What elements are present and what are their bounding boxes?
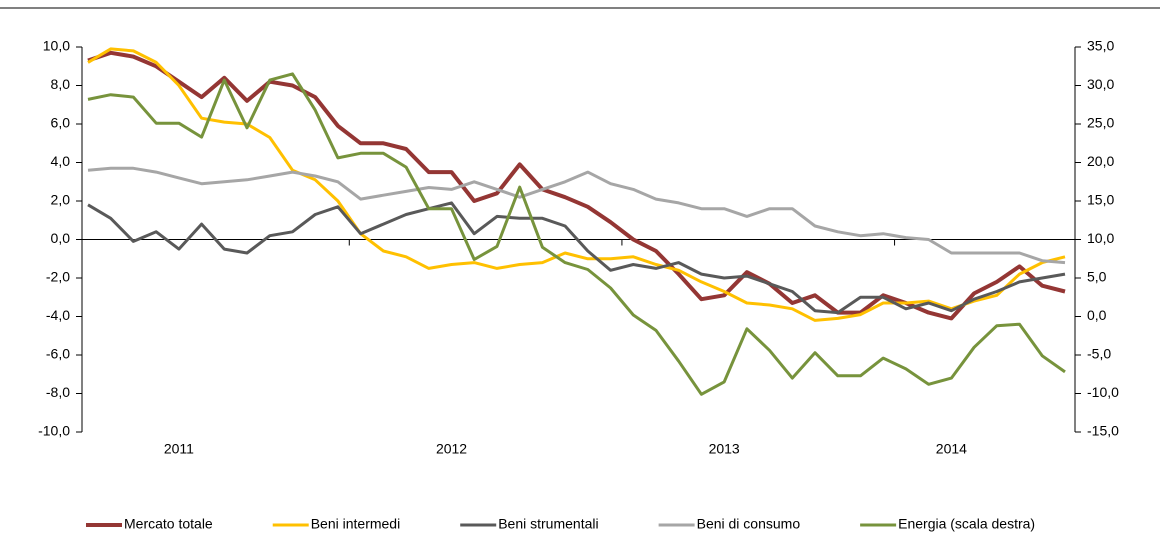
- x-tick-label: 2013: [709, 441, 740, 457]
- y-tick-label: 10,0: [43, 38, 70, 54]
- y2-tick-label: 15,0: [1087, 192, 1114, 208]
- y2-tick-label: -5,0: [1087, 346, 1111, 362]
- y2-tick-label: 35,0: [1087, 38, 1114, 54]
- legend-label: Energia (scala destra): [898, 516, 1035, 532]
- y2-tick-label: -10,0: [1087, 384, 1119, 400]
- series-line: [87, 166, 1066, 265]
- y2-tick-label: 30,0: [1087, 76, 1114, 92]
- x-tick-label: 2014: [936, 441, 967, 457]
- y-tick-label: 6,0: [51, 115, 71, 131]
- y2-tick-label: 20,0: [1087, 153, 1114, 169]
- legend-label: Beni intermedi: [311, 516, 401, 532]
- y-tick-label: -2,0: [46, 269, 70, 285]
- y2-tick-label: -15,0: [1087, 423, 1119, 439]
- legend-label: Beni strumentali: [498, 516, 598, 532]
- y-tick-label: -6,0: [46, 346, 70, 362]
- series-line: [87, 201, 1066, 315]
- series-line: [87, 72, 1066, 396]
- legend-label: Beni di consumo: [697, 516, 801, 532]
- y2-tick-label: 10,0: [1087, 230, 1114, 246]
- y-tick-label: 4,0: [51, 153, 71, 169]
- y2-tick-label: 0,0: [1087, 307, 1107, 323]
- series-line: [87, 50, 1066, 321]
- y-tick-label: -10,0: [38, 423, 70, 439]
- y-tick-label: 2,0: [51, 192, 71, 208]
- y2-tick-label: 5,0: [1087, 269, 1107, 285]
- y-tick-label: -8,0: [46, 384, 70, 400]
- y-tick-label: 8,0: [51, 76, 71, 92]
- x-tick-label: 2012: [436, 441, 467, 457]
- legend-label: Mercato totale: [124, 516, 213, 532]
- y-tick-label: -4,0: [46, 307, 70, 323]
- y2-tick-label: 25,0: [1087, 115, 1114, 131]
- x-tick-label: 2011: [164, 441, 194, 457]
- series-line: [87, 47, 1066, 322]
- y-tick-label: 0,0: [51, 230, 71, 246]
